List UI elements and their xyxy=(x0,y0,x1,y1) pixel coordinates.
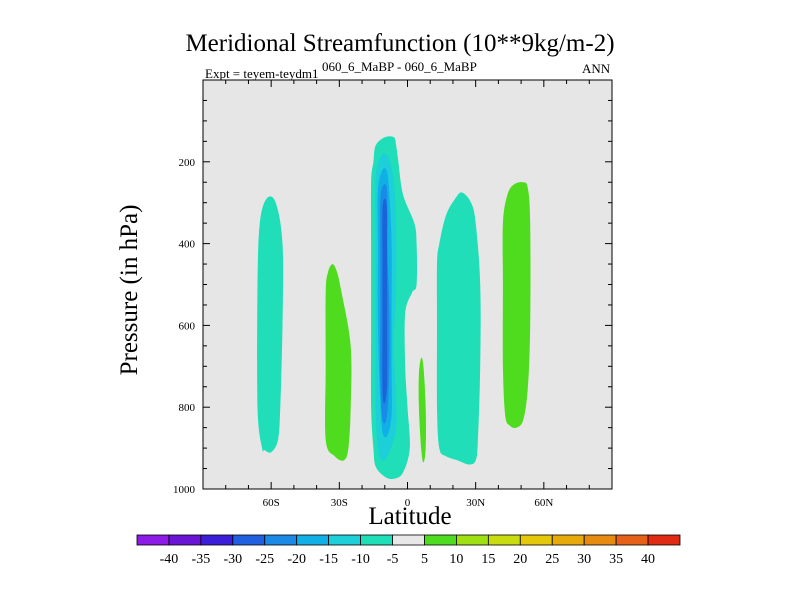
cell-50n xyxy=(502,182,531,429)
colorbar: -40 -35 -30 -25 -20 -15 -10 -5 5 10 15 20 25 30 35 40 xyxy=(136,534,681,567)
experiment-label: Expt = teyem-teydm1 xyxy=(205,66,319,81)
y-tick-label: 600 xyxy=(179,320,196,332)
colorbar-swatch xyxy=(360,534,393,546)
y-tick-label: 1000 xyxy=(173,484,196,496)
colorbar-swatch xyxy=(615,534,649,546)
colorbar-label: -30 xyxy=(223,552,242,567)
colorbar-label: 30 xyxy=(577,552,591,567)
x-axis: 60S 30S 0 30N 60N xyxy=(202,80,613,509)
cell-equator-core xyxy=(382,198,388,404)
x-axis-label: Latitude xyxy=(368,503,452,530)
colorbar-label: 40 xyxy=(641,552,655,567)
colorbar-swatch xyxy=(519,534,553,546)
colorbar-label: -25 xyxy=(255,552,274,567)
x-tick-label: 0 xyxy=(405,497,411,509)
colorbar-label: -35 xyxy=(192,552,211,567)
colorbar-label: 10 xyxy=(449,552,463,567)
colorbar-label: 35 xyxy=(609,552,623,567)
colorbar-label: 20 xyxy=(513,552,527,567)
colorbar-swatch xyxy=(200,534,234,546)
cell-30n xyxy=(436,192,481,465)
colorbar-label: -40 xyxy=(160,552,179,567)
colorbar-swatch xyxy=(647,534,681,546)
y-tick-label: 400 xyxy=(179,239,196,251)
colorbar-swatch xyxy=(456,534,489,546)
colorbar-label: -5 xyxy=(387,552,399,567)
x-tick-label: 30S xyxy=(331,497,348,509)
y-axis: 200 400 600 800 1000 xyxy=(173,79,612,496)
cell-60s xyxy=(257,196,284,453)
colorbar-label: 15 xyxy=(481,552,495,567)
colorbar-swatch xyxy=(232,534,266,546)
colorbar-swatch xyxy=(168,534,202,546)
colorbar-swatch xyxy=(296,534,330,546)
colorbar-swatch xyxy=(583,534,617,546)
colorbar-swatch xyxy=(264,534,298,546)
colorbar-label: 5 xyxy=(421,552,428,567)
colorbar-swatch xyxy=(487,534,521,546)
colorbar-label: 25 xyxy=(545,552,559,567)
period-label: 060_6_MaBP - 060_6_MaBP xyxy=(322,59,477,74)
colorbar-label: -15 xyxy=(319,552,338,567)
colorbar-label: -10 xyxy=(351,552,370,567)
cell-35s xyxy=(325,264,352,461)
x-tick-label: 60N xyxy=(534,497,553,509)
y-tick-label: 800 xyxy=(179,402,196,414)
colorbar-swatch xyxy=(551,534,585,546)
colorbar-swatch xyxy=(424,534,457,546)
colorbar-swatch xyxy=(328,534,361,546)
contour-cells xyxy=(257,136,531,480)
colorbar-swatch xyxy=(392,534,425,546)
colorbar-swatch xyxy=(136,534,170,546)
colorbar-label: -20 xyxy=(287,552,306,567)
cell-equator-thin xyxy=(418,357,426,463)
chart-title: Meridional Streamfunction (10**9kg/m-2) xyxy=(185,30,615,57)
y-tick-label: 200 xyxy=(179,157,196,169)
season-label: ANN xyxy=(582,61,611,76)
x-tick-label: 60S xyxy=(263,497,280,509)
x-tick-label: 30N xyxy=(466,497,485,509)
